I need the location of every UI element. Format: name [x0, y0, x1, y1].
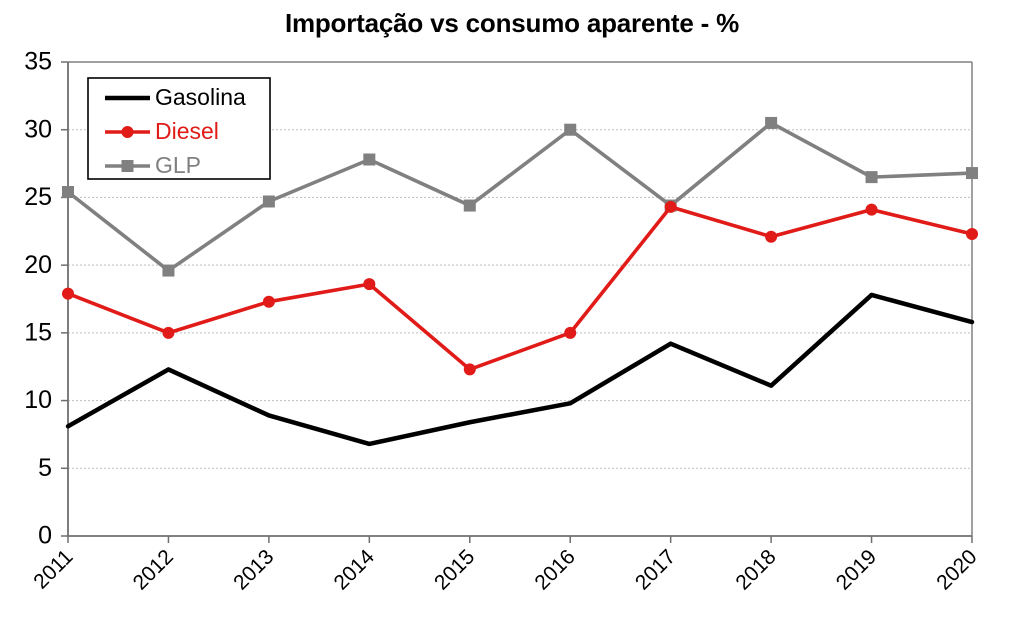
y-tick-label: 35 [24, 48, 52, 76]
data-point-marker [966, 227, 978, 240]
series-line-diesel [66, 205, 974, 372]
data-point-marker [363, 153, 376, 166]
data-point-marker [62, 186, 74, 199]
x-tick-label: 2016 [530, 545, 579, 594]
legend-label-gasolina: Gasolina [155, 84, 246, 110]
data-point-marker [865, 171, 878, 184]
series-line-gasolina [65, 292, 975, 447]
y-axis-tick-labels: 0 5 10 15 20 25 30 35 [24, 48, 68, 550]
x-tick-label: 2018 [731, 545, 780, 594]
data-point-marker [564, 326, 577, 339]
data-point-marker [765, 230, 778, 243]
data-point-marker [162, 326, 175, 339]
series-line-glp [66, 121, 974, 273]
y-tick-label: 5 [38, 454, 52, 482]
y-tick-label: 0 [38, 522, 52, 550]
data-point-marker [262, 195, 275, 208]
x-tick-label: 2013 [229, 545, 278, 594]
data-point-marker [463, 199, 476, 212]
chart-title: Importação vs consumo aparente - % [284, 8, 740, 38]
data-point-marker [463, 363, 476, 376]
data-point-marker [865, 203, 878, 216]
data-point-marker [162, 264, 175, 277]
data-point-marker [262, 295, 275, 308]
data-point-marker [62, 287, 74, 300]
x-tick-label: 2014 [330, 545, 380, 595]
x-tick-label: 2017 [631, 545, 680, 594]
y-tick-label: 30 [24, 115, 52, 143]
x-axis-tick-labels: 2011 2012 2013 2014 2015 2016 2017 2018 2019 2020 [29, 536, 982, 595]
gridlines-group [68, 61, 972, 469]
x-tick-label: 2012 [129, 545, 178, 594]
data-point-marker [564, 123, 577, 136]
y-tick-label: 15 [24, 318, 52, 346]
chart-legend: Gasolina Diesel GLP [87, 77, 271, 180]
x-tick-label: 2020 [932, 545, 981, 594]
legend-box [87, 77, 271, 180]
x-tick-label: 2015 [430, 545, 479, 594]
legend-label-glp: GLP [155, 152, 201, 178]
legend-marker-diesel [121, 126, 134, 138]
data-point-marker [363, 278, 376, 291]
y-tick-label: 25 [24, 183, 52, 211]
legend-marker-glp [121, 160, 134, 172]
x-tick-label: 2019 [832, 545, 881, 594]
data-series-group [62, 116, 978, 447]
data-point-marker [664, 200, 677, 213]
y-tick-label: 20 [24, 251, 52, 279]
legend-label-diesel: Diesel [155, 118, 219, 144]
y-tick-label: 10 [24, 386, 52, 414]
x-tick-label: 2011 [29, 545, 77, 593]
data-point-marker [966, 167, 978, 180]
data-point-marker [765, 116, 778, 129]
